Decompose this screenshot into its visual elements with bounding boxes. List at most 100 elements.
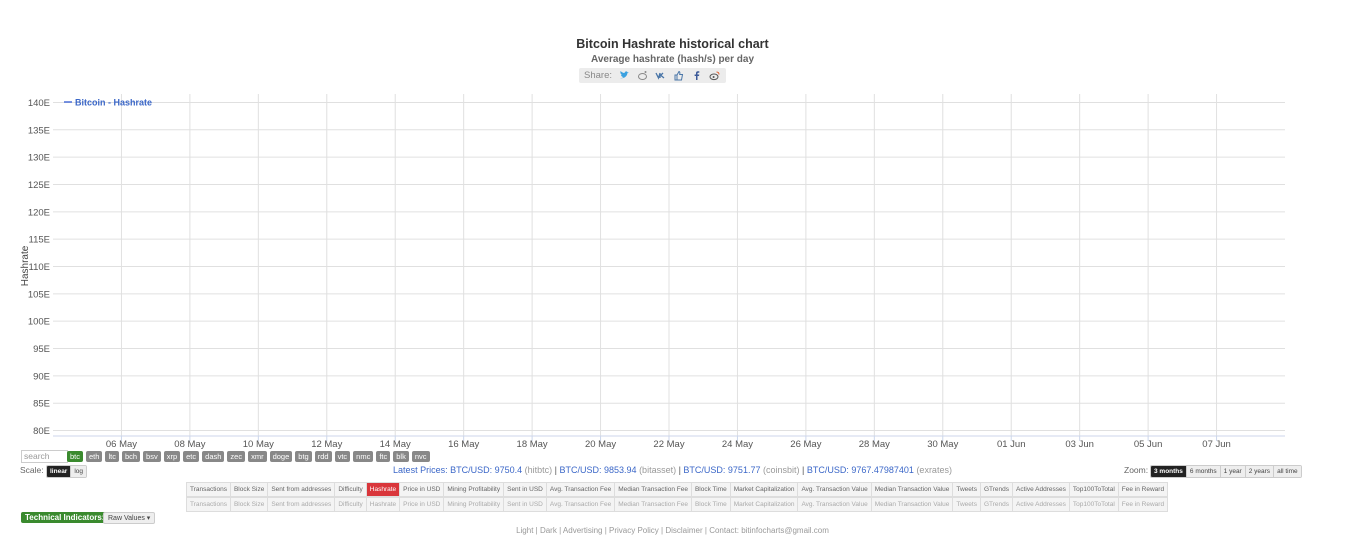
footer-links[interactable]: Light | Dark | Advertising | Privacy Pol…: [516, 526, 829, 535]
y-tick-label: 120E: [28, 207, 50, 218]
scale-linear-button[interactable]: linear: [47, 466, 72, 477]
scale-log-button[interactable]: log: [71, 466, 87, 477]
tab-tweets[interactable]: Tweets: [953, 498, 981, 511]
vk-icon[interactable]: [654, 70, 666, 82]
tab-transactions[interactable]: Transactions: [187, 483, 231, 496]
tab-block-time[interactable]: Block Time: [692, 483, 731, 496]
tab-avg-transaction-fee[interactable]: Avg. Transaction Fee: [547, 483, 616, 496]
data-point: [771, 386, 773, 388]
tab-top100tototal[interactable]: Top100ToTotal: [1070, 483, 1119, 496]
coin-bsv-button[interactable]: bsv: [143, 451, 161, 462]
tab-block-size[interactable]: Block Size: [231, 498, 269, 511]
tab-difficulty[interactable]: Difficulty: [335, 483, 367, 496]
tab-price-in-usd[interactable]: Price in USD: [400, 483, 445, 496]
tab-mining-profitability[interactable]: Mining Profitability: [444, 498, 505, 511]
weibo-icon[interactable]: [708, 70, 720, 82]
tab-block-time[interactable]: Block Time: [692, 498, 731, 511]
x-tick-label: 14 May: [380, 439, 411, 450]
tab-hashrate[interactable]: Hashrate: [367, 498, 401, 511]
x-tick-label: 07 Jun: [1202, 439, 1231, 450]
price-link[interactable]: BTC/USD: 9750.4: [450, 465, 523, 475]
reddit-icon[interactable]: [636, 70, 648, 82]
data-point: [428, 303, 430, 305]
zoom-all-time-button[interactable]: all time: [1274, 466, 1301, 477]
twitter-icon[interactable]: [618, 70, 630, 82]
coin-xmr-button[interactable]: xmr: [248, 451, 267, 462]
zoom-1-year-button[interactable]: 1 year: [1220, 466, 1246, 477]
coin-xrp-button[interactable]: xrp: [163, 451, 181, 462]
prices-label: Latest Prices:: [393, 465, 448, 475]
x-tick-label: 06 May: [106, 439, 137, 450]
tab-top100tototal[interactable]: Top100ToTotal: [1070, 498, 1119, 511]
price-source: (bitasset): [639, 465, 677, 475]
coin-zec-button[interactable]: zec: [227, 451, 246, 462]
tab-median-transaction-value[interactable]: Median Transaction Value: [872, 498, 954, 511]
y-tick-label: 80E: [33, 426, 50, 437]
x-tick-label: 08 May: [174, 439, 205, 450]
data-point: [1079, 279, 1081, 281]
price-link[interactable]: BTC/USD: 9767.47987401: [806, 465, 914, 475]
chart-legend[interactable]: Bitcoin - Hashrate: [64, 98, 152, 108]
tab-active-addresses[interactable]: Active Addresses: [1013, 498, 1070, 511]
coin-blk-button[interactable]: blk: [393, 451, 409, 462]
coin-btc-button[interactable]: btc: [67, 451, 84, 462]
coin-rdd-button[interactable]: rdd: [314, 451, 332, 462]
tab-market-capitalization[interactable]: Market Capitalization: [731, 498, 799, 511]
coin-nmc-button[interactable]: nmc: [353, 451, 374, 462]
facebook-icon[interactable]: [690, 70, 702, 82]
tab-avg-transaction-value[interactable]: Avg. Transaction Value: [798, 498, 872, 511]
coin-bch-button[interactable]: bch: [121, 451, 141, 462]
tab-block-size[interactable]: Block Size: [231, 483, 269, 496]
tab-median-transaction-fee[interactable]: Median Transaction Fee: [615, 483, 692, 496]
tab-fee-in-reward[interactable]: Fee in Reward: [1121, 486, 1165, 493]
search-input[interactable]: search: [21, 450, 68, 463]
data-point: [360, 391, 362, 393]
price-link[interactable]: BTC/USD: 9751.77: [683, 465, 761, 475]
data-point: [839, 310, 841, 312]
tab-avg-transaction-value[interactable]: Avg. Transaction Value: [798, 483, 872, 496]
x-tick-label: 18 May: [517, 439, 548, 450]
data-point: [565, 393, 567, 395]
price-link[interactable]: BTC/USD: 9853.94: [559, 465, 637, 475]
tab-market-capitalization[interactable]: Market Capitalization: [731, 483, 799, 496]
coin-btg-button[interactable]: btg: [295, 451, 312, 462]
share-bar: Share:: [579, 68, 726, 83]
zoom-3-months-button[interactable]: 3 months: [1151, 466, 1187, 477]
like-icon[interactable]: [672, 70, 684, 82]
tab-sent-from-addresses[interactable]: Sent from addresses: [268, 483, 336, 496]
tab-active-addresses[interactable]: Active Addresses: [1013, 483, 1070, 496]
tab-median-transaction-fee[interactable]: Median Transaction Fee: [615, 498, 692, 511]
zoom-6-months-button[interactable]: 6 months: [1186, 466, 1221, 477]
zoom-2-years-button[interactable]: 2 years: [1245, 466, 1275, 477]
tab-sent-in-usd[interactable]: Sent in USD: [504, 498, 547, 511]
tab-price-in-usd[interactable]: Price in USD: [400, 498, 445, 511]
tab-sent-from-addresses[interactable]: Sent from addresses: [268, 498, 336, 511]
data-point: [0, 192, 1, 194]
tab-transactions[interactable]: Transactions: [187, 498, 231, 511]
tab-avg-transaction-fee[interactable]: Avg. Transaction Fee: [547, 498, 616, 511]
indicator-select[interactable]: Raw Values ▾: [103, 512, 156, 524]
tab-gtrends[interactable]: GTrends: [981, 483, 1014, 496]
tab-mining-profitability[interactable]: Mining Profitability: [444, 483, 505, 496]
tab-fee-in-reward[interactable]: Fee in Reward: [1121, 501, 1165, 508]
data-point: [1181, 175, 1183, 177]
tab-difficulty[interactable]: Difficulty: [335, 498, 367, 511]
coin-nvc-button[interactable]: nvc: [411, 451, 430, 462]
data-point: [1113, 246, 1115, 248]
coin-etc-button[interactable]: etc: [183, 451, 200, 462]
coin-eth-button[interactable]: eth: [86, 451, 103, 462]
coin-ftc-button[interactable]: ftc: [376, 451, 391, 462]
tab-hashrate[interactable]: Hashrate: [366, 483, 401, 496]
coin-ltc-button[interactable]: ltc: [105, 451, 119, 462]
tab-median-transaction-value[interactable]: Median Transaction Value: [872, 483, 954, 496]
hashrate-chart: 80E 85E 90E 95E 100E 105E 110E 115E 120E 125E 130E…: [0, 94, 1285, 450]
data-point: [1044, 317, 1046, 319]
tab-tweets[interactable]: Tweets: [953, 483, 981, 496]
price-source: (coinsbit): [762, 465, 800, 475]
coin-dash-button[interactable]: dash: [202, 451, 225, 462]
data-point: [463, 399, 465, 401]
tab-gtrends[interactable]: GTrends: [981, 498, 1014, 511]
tab-sent-in-usd[interactable]: Sent in USD: [504, 483, 547, 496]
coin-vtc-button[interactable]: vtc: [334, 451, 351, 462]
coin-doge-button[interactable]: doge: [269, 451, 293, 462]
